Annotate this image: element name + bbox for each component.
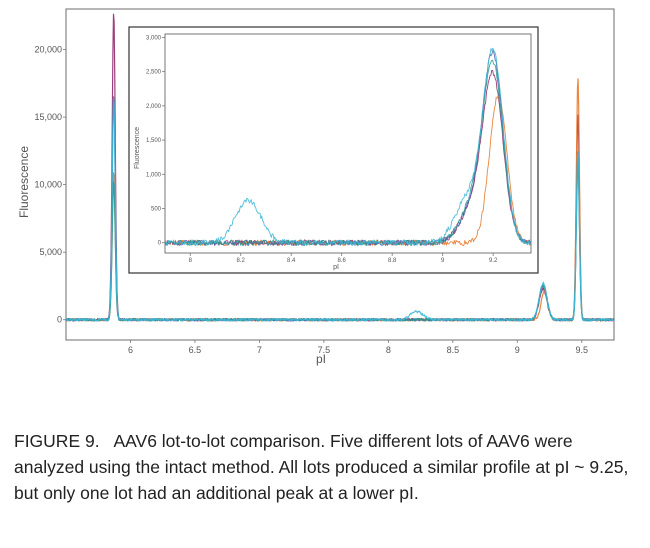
caption-text: AAV6 lot-to-lot comparison. Five differe… [14, 431, 629, 503]
main-y-tick-label: 10,000 [34, 180, 62, 190]
inset-x-tick-label: 8.4 [287, 258, 296, 264]
main-y-tick-label: 0 [57, 315, 62, 325]
main-x-tick-label: 8.5 [447, 345, 460, 355]
main-x-tick-label: 9.5 [576, 345, 589, 355]
main-y-axis-title: Fluorescence [17, 146, 31, 218]
main-series-line-5 [65, 97, 615, 322]
main-x-tick-label: 8 [386, 345, 391, 355]
inset-y-tick-label: 1,500 [146, 138, 162, 144]
inset-y-tick-label: 1,000 [146, 172, 162, 178]
main-series-group [65, 13, 615, 322]
main-x-tick-group: 6 6.5 7 7.5 8 8.5 9 9.5 [128, 340, 588, 355]
inset-y-tick-label: 2,500 [146, 70, 162, 76]
main-x-tick-label: 7 [257, 345, 262, 355]
caption-figure-label: FIGURE 9. [14, 431, 100, 451]
inset-x-tick-label: 8 [189, 258, 193, 264]
inset-series-line-4 [164, 59, 532, 246]
inset-x-tick-label: 9 [441, 258, 445, 264]
main-y-tick-label: 15,000 [34, 112, 62, 122]
main-x-tick-label: 6 [128, 345, 133, 355]
main-y-tick-label: 20,000 [34, 45, 62, 55]
inset-y-tick-group: 0 500 1,000 1,500 2,000 2,500 3,000 [146, 35, 165, 247]
main-y-tick-group: 0 5,000 10,000 15,000 20,000 [34, 45, 66, 325]
inset-x-tick-label: 8.6 [338, 258, 347, 264]
figure-caption: FIGURE 9. AAV6 lot-to-lot comparison. Fi… [14, 428, 639, 506]
main-y-tick-label: 5,000 [39, 247, 62, 257]
inset-series-group [164, 47, 532, 246]
inset-y-tick-label: 0 [158, 241, 162, 247]
main-x-tick-label: 7.5 [318, 345, 331, 355]
figure-chart: 0 5,000 10,000 15,000 20,000 6 6.5 7 7.5 8 8.5 9 9.… [17, 8, 615, 366]
inset-plot-frame [164, 33, 532, 254]
inset-series-line-5 [164, 47, 532, 246]
inset-x-tick-group: 8 8.2 8.4 8.6 8.8 9 9.2 [189, 253, 498, 264]
main-x-tick-label: 6.5 [189, 345, 202, 355]
inset-x-tick-label: 9.2 [489, 258, 498, 264]
inset-y-tick-label: 500 [151, 207, 162, 213]
main-x-tick-label: 9 [515, 345, 520, 355]
inset-x-tick-label: 8.2 [237, 258, 246, 264]
main-x-axis-title: pI [316, 352, 326, 366]
inset-y-tick-label: 3,000 [146, 35, 162, 41]
inset-y-tick-label: 2,000 [146, 104, 162, 110]
inset-x-tick-label: 8.8 [388, 258, 397, 264]
inset-y-axis-title: Fluorescence [134, 127, 141, 169]
inset-x-axis-title: pI [333, 264, 339, 271]
